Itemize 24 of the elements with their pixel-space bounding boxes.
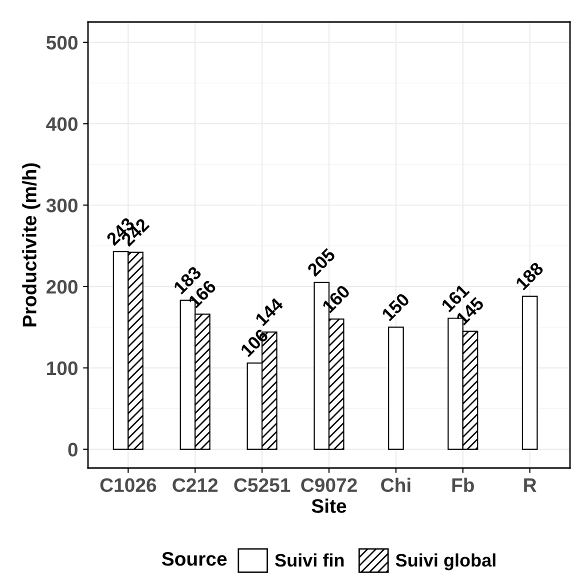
x-tick-label: Chi [381, 478, 410, 492]
y-tick-label: 400 [46, 117, 78, 131]
data-label: 160 [322, 284, 351, 314]
data-label: 150 [381, 292, 410, 322]
x-tick-label: C9072 [301, 478, 357, 492]
y-tick-label: 200 [46, 280, 78, 294]
y-tick-label: 300 [46, 198, 78, 212]
y-axis-title: Productivite (m/h) [22, 163, 40, 326]
x-axis-title: Site [312, 498, 346, 513]
x-tick-label: R [524, 478, 536, 492]
y-tick-label: 100 [47, 361, 78, 376]
data-label: 106 [240, 328, 269, 358]
x-tick-label: Fb [452, 478, 474, 492]
data-label: 144 [254, 296, 284, 326]
y-tick-label: 500 [46, 36, 78, 50]
data-label: 205 [306, 247, 336, 278]
data-label: 188 [515, 261, 544, 291]
legend-label: Suivi global [396, 553, 496, 570]
x-tick-label: C5251 [234, 478, 290, 492]
legend-title: Source [162, 552, 227, 566]
x-tick-label: C1026 [100, 478, 156, 492]
x-tick-label: C212 [172, 478, 218, 492]
legend-label: Suivi fin [275, 553, 344, 567]
y-tick-label: 0 [68, 442, 78, 457]
